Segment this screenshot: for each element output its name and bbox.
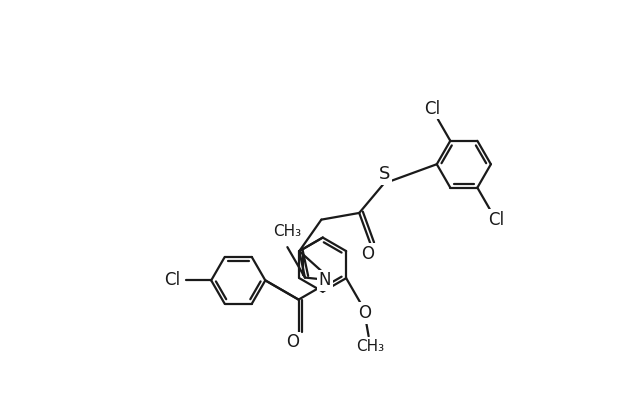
Text: O: O — [287, 334, 300, 351]
Text: N: N — [319, 272, 331, 290]
Text: Cl: Cl — [164, 272, 180, 290]
Text: O: O — [358, 304, 371, 322]
Text: CH₃: CH₃ — [273, 224, 301, 239]
Text: Cl: Cl — [488, 211, 504, 229]
Text: S: S — [380, 165, 390, 183]
Text: O: O — [361, 245, 374, 263]
Text: CH₃: CH₃ — [356, 339, 384, 354]
Text: Cl: Cl — [424, 100, 440, 118]
